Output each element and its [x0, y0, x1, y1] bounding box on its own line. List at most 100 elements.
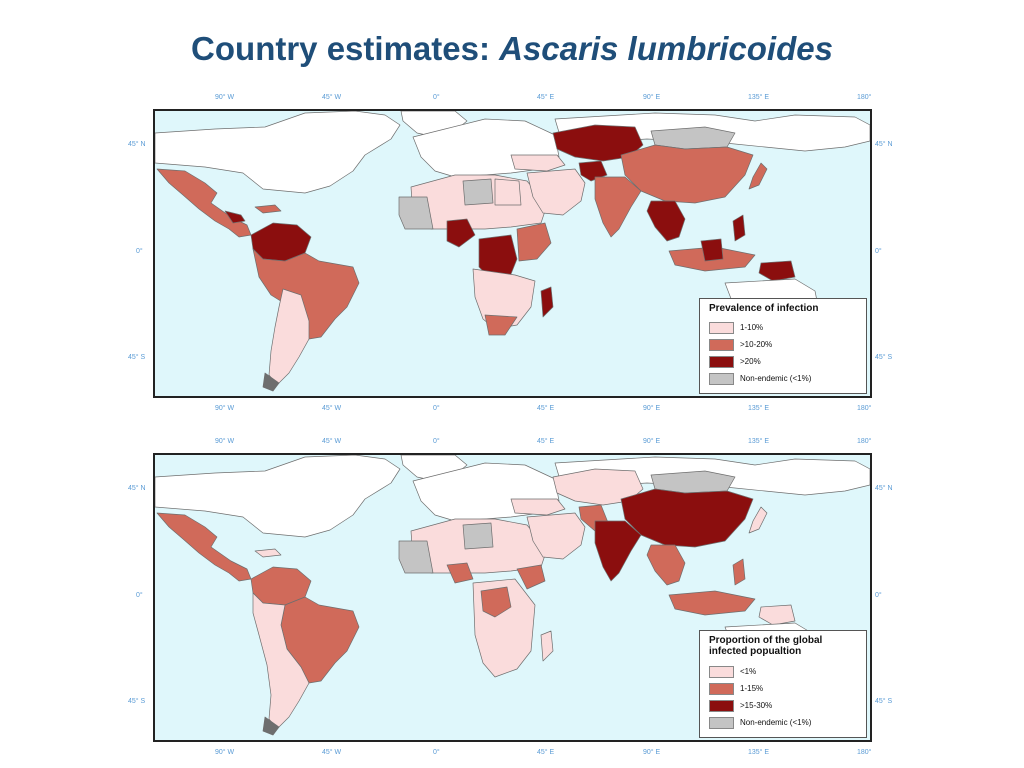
southern-cone — [268, 288, 310, 386]
right-lat-label: 0° — [875, 248, 882, 255]
legend-title-line1: Proportion of the global — [709, 635, 823, 646]
left-lat-label: 45° S — [128, 698, 146, 705]
japan — [748, 162, 768, 190]
top-lon-label: 90° W — [215, 438, 235, 445]
legend-swatch-grey — [709, 716, 734, 729]
brazil-andes — [252, 248, 360, 340]
bottom-lon-label: 45° E — [537, 405, 555, 412]
legend-swatch-dark — [709, 355, 734, 368]
southeast-asia — [646, 544, 686, 586]
east-africa — [516, 222, 552, 262]
caribbean-islands — [254, 204, 282, 214]
mongolia — [650, 126, 736, 150]
right-lat-label: 45° N — [875, 485, 893, 492]
middle-east — [526, 512, 586, 560]
bottom-lon-label: 180° — [857, 749, 872, 756]
patagonia-tip — [262, 372, 280, 392]
madagascar — [540, 630, 554, 662]
legend-title-line2: infected popualtion — [709, 646, 802, 657]
patagonia-tip — [262, 716, 280, 736]
top-lon-label: 90° E — [643, 94, 661, 101]
bottom-lon-label: 90° W — [215, 405, 235, 412]
philippines — [732, 214, 746, 242]
legend-swatch-medium — [709, 682, 734, 695]
legend-label: >10-20% — [740, 340, 773, 349]
india — [594, 520, 642, 582]
west-africa-coast — [446, 218, 476, 248]
ethiopia — [516, 564, 546, 590]
top-lon-label: 90° E — [643, 438, 661, 445]
india — [594, 176, 642, 238]
legend-title: Prevalence of infection — [709, 303, 819, 314]
title-species: Ascaris lumbricoides — [499, 30, 833, 67]
japan — [748, 506, 768, 534]
western-sahara-mauritania-mali — [398, 196, 434, 230]
right-lat-label: 45° S — [875, 354, 893, 361]
legend-item: 1-15% — [709, 682, 763, 695]
bottom-lon-label: 90° E — [643, 749, 661, 756]
legend-label: Non-endemic (<1%) — [740, 374, 812, 383]
madagascar — [540, 286, 554, 318]
legend-item: Non-endemic (<1%) — [709, 372, 811, 385]
bottom-lon-label: 180° — [857, 405, 872, 412]
left-lat-label: 0° — [136, 592, 143, 599]
middle-east — [526, 168, 586, 216]
turkey-caucasus — [510, 498, 566, 516]
legend-item: <1% — [709, 665, 756, 678]
slide-title: Country estimates: Ascaris lumbricoides — [0, 30, 1024, 68]
libya — [462, 178, 494, 206]
legend-item: >15-30% — [709, 699, 772, 712]
papua-new-guinea — [758, 260, 796, 282]
caribbean-islands — [254, 548, 282, 558]
legend-label: 1-10% — [740, 323, 764, 332]
bottom-lon-label: 45° W — [322, 749, 342, 756]
legend-swatch-grey — [709, 372, 734, 385]
left-lat-label: 0° — [136, 248, 143, 255]
proportion-map-panel: 90° W 45° W 0° 45° E 90° E 135° E 180° 4… — [0, 436, 1024, 766]
legend-swatch-medium — [709, 338, 734, 351]
egypt — [494, 178, 522, 206]
southern-africa — [472, 268, 536, 330]
legend-label: <1% — [740, 667, 757, 676]
legend-item: Non-endemic (<1%) — [709, 716, 811, 729]
western-sahara-mauritania-mali — [398, 540, 434, 574]
north-america-landmass — [155, 111, 401, 194]
andes-southern-cone — [252, 592, 310, 730]
left-lat-label: 45° S — [128, 354, 146, 361]
south-africa — [484, 314, 518, 336]
legend-label: >20% — [740, 357, 761, 366]
top-lon-label: 45° W — [322, 438, 342, 445]
legend-label: Non-endemic (<1%) — [740, 718, 812, 727]
top-lon-label: 180° — [857, 438, 872, 445]
libya — [462, 522, 494, 550]
left-lat-label: 45° N — [128, 485, 146, 492]
proportion-map — [153, 453, 872, 742]
dr-congo — [480, 586, 512, 618]
bottom-lon-label: 45° E — [537, 749, 555, 756]
legend-label: 1-15% — [740, 684, 764, 693]
bottom-lon-label: 135° E — [748, 405, 770, 412]
top-lon-label: 90° W — [215, 94, 235, 101]
top-lon-label: 45° E — [537, 438, 555, 445]
legend-item: >10-20% — [709, 338, 772, 351]
turkey-caucasus — [510, 154, 566, 172]
papua-new-guinea — [758, 604, 796, 626]
top-lon-label: 135° E — [748, 94, 770, 101]
top-lon-label: 0° — [433, 94, 440, 101]
prevalence-map-panel: 90° W 45° W 0° 45° E 90° E 135° E 180° 4… — [0, 92, 1024, 422]
top-lon-label: 0° — [433, 438, 440, 445]
nigeria — [446, 562, 474, 584]
borneo — [700, 238, 724, 262]
mongolia — [650, 470, 736, 494]
philippines — [732, 558, 746, 586]
bottom-lon-label: 90° E — [643, 405, 661, 412]
right-lat-label: 45° S — [875, 698, 893, 705]
top-lon-label: 135° E — [748, 438, 770, 445]
legend-swatch-light — [709, 321, 734, 334]
right-lat-label: 0° — [875, 592, 882, 599]
bottom-lon-label: 90° W — [215, 749, 235, 756]
right-lat-label: 45° N — [875, 141, 893, 148]
left-lat-label: 45° N — [128, 141, 146, 148]
north-america-landmass — [155, 455, 401, 538]
proportion-legend: Proportion of the global infected popual… — [699, 630, 867, 738]
